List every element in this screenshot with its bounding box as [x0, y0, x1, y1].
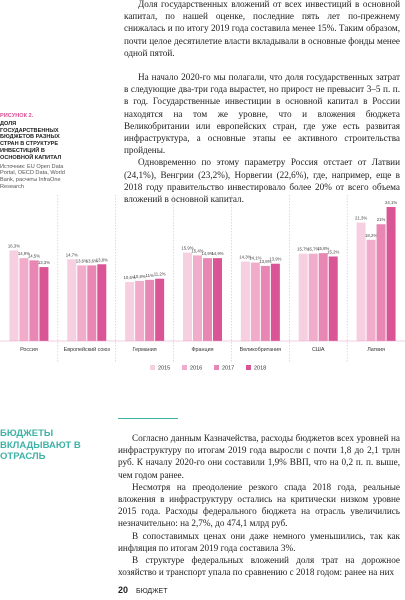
- paragraph: В сопоставимых ценах они даже немного ум…: [118, 530, 400, 553]
- bar: [125, 282, 135, 341]
- bar: [203, 258, 212, 341]
- x-tick-label: Россия: [20, 347, 38, 353]
- value-label: 13,6%: [86, 258, 98, 263]
- bar: [366, 239, 376, 341]
- value-label: 13,5%: [259, 259, 271, 264]
- paragraph: Одновременно по этому параметру Россия о…: [124, 157, 400, 205]
- paragraph: Согласно данным Казначейства, расходы бю…: [118, 433, 400, 480]
- value-label: 14,1%: [249, 256, 261, 261]
- footer-section: БЮДЖЕТ: [135, 588, 168, 595]
- body-top: Доля государственных вложений от всех ин…: [124, 0, 400, 205]
- bar: [318, 253, 328, 341]
- value-label: 13,3%: [38, 260, 50, 265]
- value-label: 14,9%: [201, 251, 213, 256]
- paragraph: Несмотря на преодоление резкого спада 20…: [118, 481, 400, 529]
- value-label: 16,3%: [8, 243, 20, 248]
- paragraph: В структуре федеральных вложений доля тр…: [118, 555, 400, 578]
- x-tick-label: Германия: [132, 347, 157, 353]
- bar: [356, 222, 366, 341]
- x-tick-label: США: [311, 347, 325, 353]
- value-label: 21,3%: [355, 216, 367, 221]
- x-tick-label: Европейский союз: [63, 347, 110, 353]
- value-label: 18,2%: [365, 233, 377, 238]
- bar: [386, 207, 396, 341]
- value-label: 24,1%: [385, 200, 397, 205]
- value-label: 15,8%: [317, 246, 329, 251]
- rule: [118, 418, 178, 419]
- bar: [87, 265, 97, 341]
- value-label: 13,6%: [76, 258, 88, 263]
- body-bottom: Согласно данным Казначейства, расходы бю…: [118, 432, 400, 578]
- legend-swatch: [150, 365, 155, 370]
- bar: [29, 260, 39, 341]
- footer: 20 БЮДЖЕТ: [118, 585, 167, 595]
- value-label: 14,5%: [28, 253, 40, 258]
- figure-caption: РИСУНОК 2. ДОЛЯ ГОСУДАРСТВЕННЫХ БЮДЖЕТОВ…: [0, 113, 66, 191]
- x-tick-label: Латвия: [367, 347, 385, 353]
- bar: [135, 280, 145, 341]
- legend-label: 2016: [190, 366, 202, 372]
- value-label: 15,7%: [307, 247, 319, 252]
- legend-swatch: [182, 365, 187, 370]
- paragraph: Доля государственных вложений от всех ин…: [124, 0, 400, 58]
- bar: [270, 263, 280, 341]
- bar: [19, 258, 29, 341]
- bar: [298, 253, 308, 341]
- value-label: 13,9%: [269, 257, 281, 262]
- bar: [77, 265, 87, 341]
- bar: [308, 253, 318, 341]
- figure-title: ДОЛЯ ГОСУДАРСТВЕННЫХ БЮДЖЕТОВ РАЗНЫХ СТР…: [0, 120, 62, 161]
- value-label: 15,9%: [181, 246, 193, 251]
- value-label: 11%: [146, 273, 154, 278]
- bar: [9, 250, 19, 341]
- value-label: 14,7%: [66, 252, 78, 257]
- chart-svg: 16,3%14,9%14,5%13,3%14,7%13,6%13,6%13,8%…: [0, 195, 405, 372]
- value-label: 21%: [377, 217, 386, 222]
- bar: [260, 265, 270, 341]
- bar: [39, 267, 49, 341]
- bar: [213, 258, 222, 341]
- value-label: 15,7%: [297, 247, 309, 252]
- legend-swatch: [246, 365, 251, 370]
- page-number: 20: [118, 585, 129, 595]
- bar: [240, 261, 250, 341]
- chart: 16,3% 14,9% 14,5% 13,3% 14,7% 13,6% 13,6% 13,8%…: [0, 195, 405, 380]
- value-label: 15,2%: [327, 249, 339, 254]
- bar: [376, 224, 386, 341]
- legend-label: 2015: [158, 366, 170, 372]
- value-label: 14,3%: [239, 254, 251, 259]
- value-label: 10,8%: [134, 274, 146, 279]
- paragraph: На начало 2020-го мы полагали, что доля …: [124, 72, 400, 156]
- bar: [250, 262, 260, 341]
- bar: [97, 264, 107, 341]
- value-label: 10,6%: [124, 275, 136, 280]
- bar: [145, 279, 155, 341]
- value-label: 14,9%: [18, 251, 30, 256]
- legend-label: 2017: [222, 366, 234, 372]
- figure-source: Источник: EU Open Data Portal, OECD Data…: [0, 163, 65, 190]
- value-label: 14,9%: [211, 251, 223, 256]
- bar: [193, 255, 202, 341]
- x-tick-label: Великобритания: [239, 347, 282, 353]
- bar: [328, 256, 338, 341]
- figure-label: РИСУНОК 2.: [0, 113, 34, 119]
- value-label: 15,4%: [191, 248, 203, 253]
- value-label: 13,8%: [96, 257, 108, 262]
- bar: [155, 278, 165, 341]
- x-tick-label: Франция: [191, 347, 214, 353]
- bar: [67, 259, 77, 341]
- legend-swatch: [214, 365, 219, 370]
- legend-label: 2018: [254, 366, 266, 372]
- bar: [183, 252, 192, 341]
- section-heading: БЮДЖЕТЫ ВКЛАДЫВАЮТ В ОТРАСЛЬ: [0, 428, 81, 462]
- value-label: 11,2%: [154, 272, 166, 277]
